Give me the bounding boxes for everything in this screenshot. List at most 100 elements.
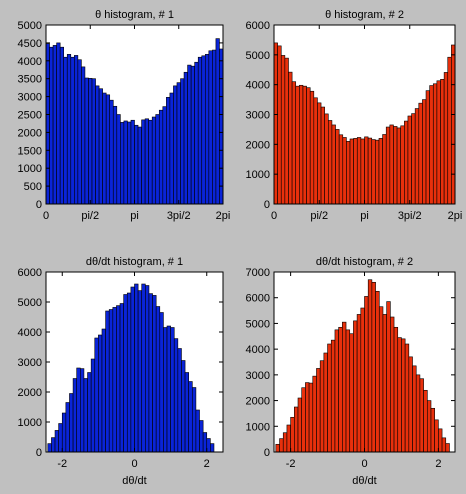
histogram-bar — [47, 443, 52, 453]
x-tick-label: pi/2 — [81, 210, 99, 222]
y-tick-label: 1000 — [246, 169, 270, 181]
histogram-bar — [101, 328, 106, 453]
histogram-bar — [180, 78, 185, 205]
histogram-bar — [390, 316, 395, 453]
y-tick-label: 6000 — [246, 20, 270, 32]
histogram-bar — [208, 50, 213, 205]
histogram-bar — [299, 84, 304, 205]
histogram-bar — [158, 109, 164, 205]
histogram-bar — [183, 71, 188, 205]
y-tick-label: 5000 — [246, 50, 270, 62]
x-tick-label: pi/2 — [310, 210, 328, 222]
histogram-bar — [210, 443, 215, 453]
histogram-bar — [166, 97, 171, 205]
histogram-bar — [151, 116, 157, 205]
histogram-bar — [152, 295, 157, 453]
histogram-bar — [105, 94, 111, 205]
histogram-bar — [411, 113, 416, 205]
y-tick-label: 4500 — [18, 38, 42, 50]
histogram-bar — [134, 283, 139, 453]
histogram-bar — [145, 285, 150, 453]
histogram-bar — [77, 59, 82, 205]
histogram-bar — [397, 337, 402, 453]
histogram-bar — [166, 325, 171, 453]
histogram-bar — [170, 327, 175, 453]
histogram-bar — [90, 358, 96, 453]
histogram-bar — [286, 424, 291, 453]
x-tick-label: 0 — [271, 210, 277, 222]
histogram-bar — [375, 139, 380, 205]
histogram-bar — [443, 72, 449, 205]
y-tick-label: 3000 — [18, 357, 42, 369]
histogram-bar — [305, 382, 310, 453]
histogram-bar — [54, 430, 59, 453]
histogram-bar — [51, 437, 56, 453]
histogram-bar — [206, 438, 211, 453]
y-tick-label: 4000 — [246, 344, 270, 356]
histogram-bar — [87, 372, 92, 453]
histogram-bar — [306, 87, 311, 205]
histogram-bar — [360, 307, 365, 453]
histogram-bar — [123, 120, 128, 205]
histogram-bar — [81, 66, 86, 205]
histogram-bar — [375, 290, 380, 453]
histogram-bar — [176, 82, 181, 205]
histogram-bar — [155, 306, 161, 453]
histogram-bar — [429, 85, 434, 205]
histogram-bar — [415, 374, 421, 453]
histogram-bar — [393, 126, 398, 205]
x-axis-label: dθ/dt — [352, 475, 376, 487]
histogram-bar — [219, 48, 224, 205]
histogram-bar — [119, 303, 124, 453]
y-tick-label: 0 — [264, 199, 270, 211]
histogram-bar — [116, 305, 121, 453]
histogram-bar — [385, 126, 391, 205]
y-tick-label: 0 — [264, 447, 270, 459]
histogram-bar — [338, 326, 343, 453]
y-tick-label: 2000 — [246, 396, 270, 408]
histogram-bar — [356, 137, 362, 205]
histogram-bar — [273, 42, 278, 205]
histogram-bar — [215, 38, 220, 205]
x-tick-label: 2pi — [216, 210, 231, 222]
histogram-bar — [451, 44, 456, 205]
histogram-bar — [426, 400, 432, 453]
histogram-bar — [414, 108, 420, 205]
histogram-bar — [58, 423, 63, 453]
histogram-bar — [74, 55, 79, 205]
histogram-bar — [61, 412, 67, 453]
histogram-bar — [386, 301, 391, 453]
x-tick-label: 2pi — [448, 210, 463, 222]
histogram-bar — [434, 419, 439, 453]
histogram-bar — [404, 343, 410, 453]
y-tick-label: 3500 — [18, 74, 42, 86]
histogram-bar — [371, 139, 376, 205]
histogram-bar — [65, 402, 70, 453]
histogram-bar — [173, 85, 178, 205]
x-tick-label: pi — [360, 210, 369, 222]
histogram-bar — [84, 77, 89, 205]
histogram-bar — [331, 124, 336, 205]
histogram-bar — [349, 333, 354, 453]
y-tick-label: 4000 — [246, 80, 270, 92]
histogram-bar — [72, 378, 78, 453]
histogram-bar — [356, 314, 362, 453]
histogram-bar — [130, 286, 135, 453]
chart-title: dθ/dt histogram, # 1 — [86, 256, 183, 268]
y-tick-label: 500 — [24, 181, 42, 193]
histogram-bar — [279, 438, 284, 453]
histogram-bar — [130, 119, 135, 205]
histogram-bar — [69, 393, 74, 453]
histogram-bar — [364, 296, 369, 453]
histogram-bar — [95, 85, 100, 205]
chart-panel-4: -2 0 2 0 1000 2000 3000 4000 5000 6000 7000 dθ/dt h… — [246, 256, 456, 487]
histogram-bar — [302, 85, 307, 205]
histogram-bar — [320, 106, 325, 205]
histogram-bar — [98, 88, 103, 205]
histogram-bar — [346, 141, 351, 205]
histogram-bar — [141, 119, 146, 205]
histogram-bar — [194, 61, 199, 205]
chart-title: θ histogram, # 1 — [95, 9, 174, 21]
histogram-bar — [371, 281, 376, 453]
histogram-bar — [425, 90, 430, 205]
